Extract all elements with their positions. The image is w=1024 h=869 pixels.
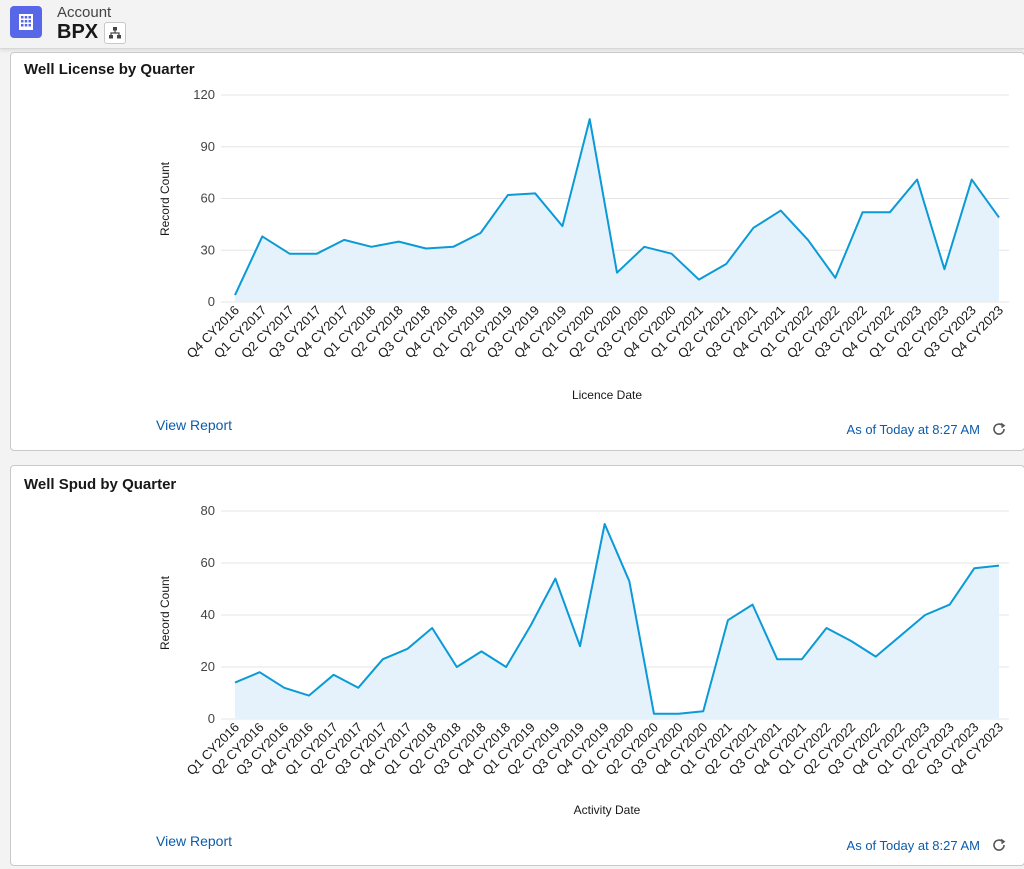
view-report-link[interactable]: View Report xyxy=(156,833,233,849)
data-point xyxy=(642,245,646,249)
data-point xyxy=(751,226,755,230)
report-chart-card-well-license: Well License by Quarter 0 30 60 90 120 Q4 CY2… xyxy=(10,52,1024,451)
refresh-icon xyxy=(993,838,1006,851)
data-point xyxy=(233,681,237,685)
report-chart-card-well-spud: Well Spud by Quarter 0 20 40 60 80 Q1 CY2016 Q… xyxy=(10,465,1024,866)
data-point xyxy=(479,231,483,235)
data-point xyxy=(381,657,385,661)
data-point xyxy=(652,712,656,716)
data-point xyxy=(615,271,619,275)
y-axis-title: Record Count xyxy=(158,575,172,650)
data-point xyxy=(779,209,783,213)
data-point xyxy=(997,215,1001,219)
data-point xyxy=(479,649,483,653)
data-point xyxy=(533,191,537,195)
data-point xyxy=(970,178,974,182)
data-point xyxy=(751,603,755,607)
data-point xyxy=(451,245,455,249)
data-point xyxy=(806,238,810,242)
card-title: Well License by Quarter xyxy=(24,61,195,78)
data-point xyxy=(342,238,346,242)
view-report-link[interactable]: View Report xyxy=(156,417,233,433)
data-point xyxy=(701,709,705,713)
data-point xyxy=(997,564,1001,568)
data-point xyxy=(726,618,730,622)
data-point xyxy=(406,647,410,651)
series-area xyxy=(235,119,999,303)
data-point xyxy=(677,712,681,716)
y-tick-label: 90 xyxy=(201,139,215,154)
data-point xyxy=(697,278,701,282)
data-point xyxy=(332,673,336,677)
series-line xyxy=(234,118,1000,296)
data-point xyxy=(833,276,837,280)
object-label: Account xyxy=(57,4,112,21)
data-point xyxy=(861,210,865,214)
y-tick-label: 60 xyxy=(201,191,215,206)
y-tick-label: 0 xyxy=(208,294,215,309)
data-point xyxy=(258,670,262,674)
record-header: Account BPX xyxy=(0,0,1024,49)
account-icon xyxy=(10,6,42,38)
data-point xyxy=(627,579,631,583)
data-point xyxy=(724,262,728,266)
data-point xyxy=(315,252,319,256)
x-axis-title: Licence Date xyxy=(572,388,642,402)
series-line xyxy=(234,523,1000,715)
data-point xyxy=(506,193,510,197)
data-point xyxy=(560,224,564,228)
data-point xyxy=(942,267,946,271)
y-tick-label: 20 xyxy=(201,659,215,674)
data-point xyxy=(529,623,533,627)
y-tick-label: 40 xyxy=(201,607,215,622)
data-point xyxy=(898,634,902,638)
data-point xyxy=(455,665,459,669)
series-area xyxy=(235,524,999,719)
y-tick-label: 60 xyxy=(201,555,215,570)
hierarchy-button[interactable] xyxy=(104,22,126,44)
y-axis-title: Record Count xyxy=(158,161,172,236)
hierarchy-icon xyxy=(109,27,121,39)
as-of-timestamp: As of Today at 8:27 AM xyxy=(846,422,980,437)
data-point xyxy=(948,603,952,607)
data-point xyxy=(424,247,428,251)
data-point xyxy=(288,252,292,256)
data-point xyxy=(888,210,892,214)
data-point xyxy=(603,522,607,526)
data-point xyxy=(233,293,237,297)
data-point xyxy=(588,117,592,121)
record-name: BPX xyxy=(57,21,99,43)
refresh-button[interactable] xyxy=(991,421,1007,437)
data-point xyxy=(972,566,976,570)
data-point xyxy=(260,234,264,238)
data-point xyxy=(775,657,779,661)
data-point xyxy=(800,657,804,661)
data-point xyxy=(504,665,508,669)
card-title: Well Spud by Quarter xyxy=(24,476,177,493)
data-point xyxy=(849,639,853,643)
y-tick-label: 120 xyxy=(193,87,215,102)
y-tick-label: 0 xyxy=(208,711,215,726)
y-tick-label: 30 xyxy=(201,242,215,257)
refresh-icon xyxy=(993,422,1006,435)
data-point xyxy=(397,240,401,244)
data-point xyxy=(874,655,878,659)
data-point xyxy=(824,626,828,630)
data-point xyxy=(356,686,360,690)
as-of-timestamp: As of Today at 8:27 AM xyxy=(846,838,980,853)
data-point xyxy=(670,252,674,256)
data-point xyxy=(923,613,927,617)
data-point xyxy=(553,577,557,581)
data-point xyxy=(282,686,286,690)
x-axis-title: Activity Date xyxy=(574,803,641,817)
data-point xyxy=(430,626,434,630)
refresh-button[interactable] xyxy=(991,837,1007,853)
y-tick-label: 80 xyxy=(201,503,215,518)
data-point xyxy=(307,694,311,698)
data-point xyxy=(369,245,373,249)
data-point xyxy=(915,178,919,182)
data-point xyxy=(578,644,582,648)
